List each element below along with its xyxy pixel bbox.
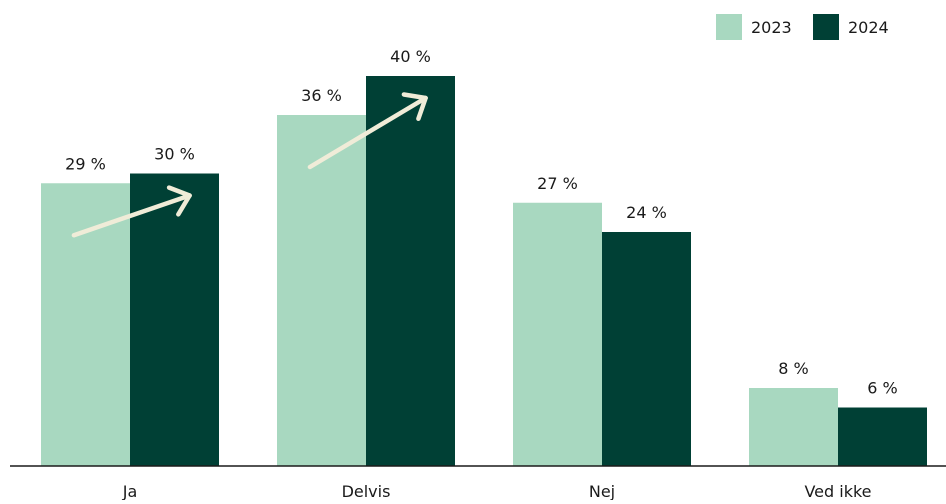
bar-nej-2024 <box>602 232 691 466</box>
x-tick-label-ved-ikke: Ved ikke <box>804 482 871 500</box>
data-label-delvis-2023: 36 % <box>301 86 342 105</box>
legend-label-2024: 2024 <box>848 18 889 37</box>
bar-ja-2023 <box>41 183 130 466</box>
data-label-ved-ikke-2024: 6 % <box>867 379 897 398</box>
bars-group <box>41 76 927 466</box>
trend-arrow-head <box>401 92 428 122</box>
x-tick-label-ja: Ja <box>122 482 138 500</box>
data-label-ja-2023: 29 % <box>65 154 106 173</box>
legend-item-2023: 2023 <box>716 14 792 40</box>
value-labels-group: 29 % 30 % 36 % 40 % 27 % 24 % 8 % 6 % <box>65 47 898 398</box>
trend-arrows-group <box>71 92 428 238</box>
legend-swatch-2023 <box>716 14 742 40</box>
bar-ved-ikke-2023 <box>749 388 838 466</box>
legend-item-2024: 2024 <box>813 14 889 40</box>
trend-arrow-shaft <box>71 193 192 238</box>
data-label-delvis-2024: 40 % <box>390 47 431 66</box>
data-label-nej-2024: 24 % <box>626 203 667 222</box>
legend: 2023 2024 <box>716 14 889 40</box>
bar-delvis-2024 <box>366 76 455 466</box>
data-label-nej-2023: 27 % <box>537 174 578 193</box>
x-tick-label-delvis: Delvis <box>342 482 391 500</box>
bar-ja-2024 <box>130 173 219 466</box>
legend-label-2023: 2023 <box>751 18 792 37</box>
trend-arrow-head <box>166 185 192 217</box>
x-tick-label-nej: Nej <box>589 482 615 500</box>
trend-arrow-ja <box>71 185 192 238</box>
bar-delvis-2023 <box>277 115 366 466</box>
data-label-ja-2024: 30 % <box>154 145 195 164</box>
legend-swatch-2024 <box>813 14 839 40</box>
bar-nej-2023 <box>513 202 602 466</box>
data-label-ved-ikke-2023: 8 % <box>778 359 808 378</box>
trend-arrow-shaft <box>307 95 428 170</box>
trend-arrow-delvis <box>307 92 428 170</box>
x-tick-labels-group: Ja Delvis Nej Ved ikke <box>122 482 872 501</box>
bar-ved-ikke-2024 <box>838 407 927 466</box>
